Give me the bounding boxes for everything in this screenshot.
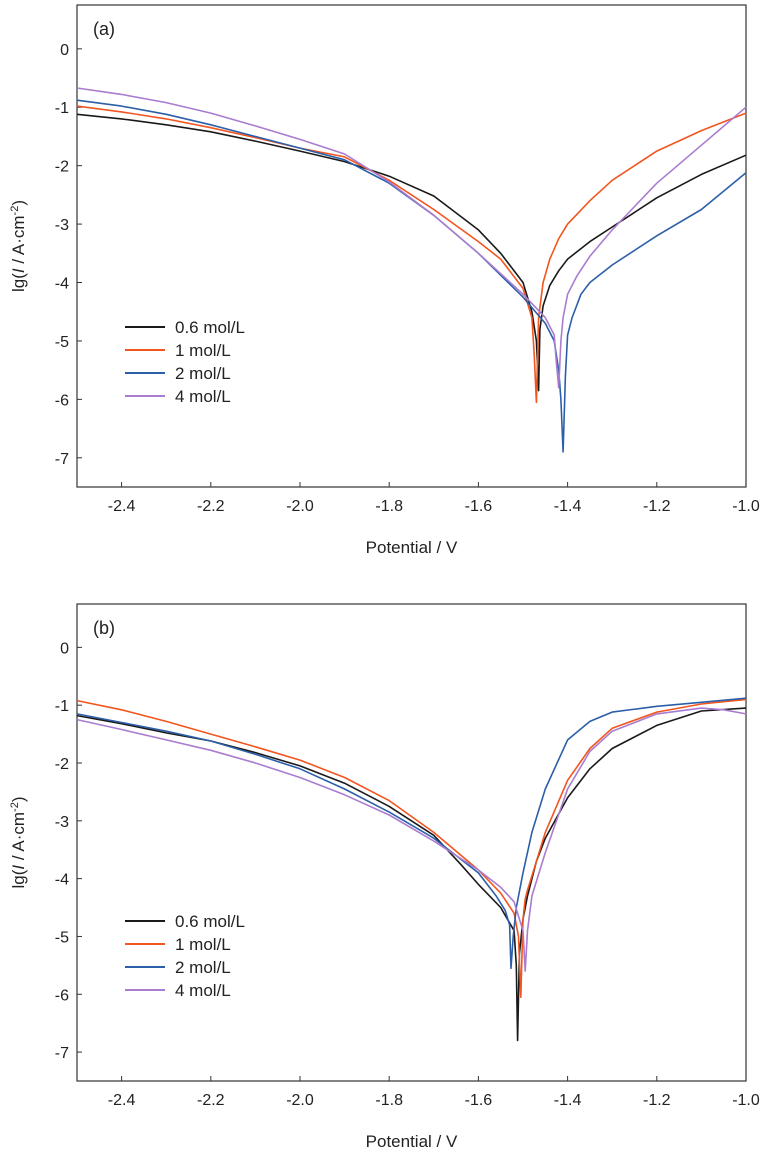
legend-label: 1 mol/L (175, 935, 231, 954)
y-axis-label-part: I (9, 865, 28, 870)
x-tick-label: -1.2 (643, 498, 671, 515)
y-tick-label: -2 (55, 159, 69, 176)
y-tick-label: -4 (55, 276, 69, 293)
x-tick-label: -2.2 (197, 1092, 225, 1109)
plot-frame (76, 4, 747, 488)
x-tick-label: -1.0 (732, 498, 760, 515)
panel-label: (b) (93, 618, 115, 638)
y-axis-label-part: ) (9, 797, 28, 803)
x-tick-label: -2.4 (108, 1092, 136, 1109)
series-line-3 (76, 697, 747, 970)
y-axis-label-part: / A·cm (9, 812, 28, 865)
y-axis-label-part: lg( (9, 273, 28, 292)
x-axis-label: Potential / V (366, 1132, 458, 1151)
y-tick-label: -5 (55, 929, 69, 946)
y-axis-label-part: I (9, 268, 28, 273)
x-tick-label: -2.4 (108, 498, 136, 515)
y-tick-label: 0 (60, 640, 69, 657)
x-tick-label: -1.6 (465, 498, 493, 515)
x-tick-label: -2.2 (197, 498, 225, 515)
panel-a: -2.4 -2.2 -2.0 -1.8 -1.6 -1.4 -1.2 -1.0 0 -1 -2 -3 -… (9, 4, 760, 557)
panel-b: -2.4 -2.2 -2.0 -1.8 -1.6 -1.4 -1.2 -1.0 0 -1 -2 -3 -… (9, 603, 760, 1151)
legend-label: 2 mol/L (175, 958, 231, 977)
x-tick-label: -1.4 (554, 1092, 582, 1109)
series-line-1 (76, 707, 747, 1042)
legend-label: 1 mol/L (175, 341, 231, 360)
series-line-1 (76, 113, 747, 392)
y-tick-label: -1 (55, 698, 69, 715)
y-axis-label-part: -2 (9, 802, 21, 812)
y-tick-label: -1 (55, 100, 69, 117)
x-tick-label: -1.8 (375, 498, 403, 515)
legend-label: 0.6 mol/L (175, 912, 245, 931)
x-tick-label: -1.2 (643, 1092, 671, 1109)
panel-label: (a) (93, 19, 115, 39)
series-line-4 (76, 87, 747, 389)
y-axis-label: lg(I / A·cm-2) (9, 200, 28, 292)
series-line-2 (76, 105, 747, 404)
x-tick-label: -1.8 (375, 1092, 403, 1109)
y-tick-label: -6 (55, 392, 69, 409)
y-axis-label-part: lg( (9, 869, 28, 888)
legend-label: 4 mol/L (175, 387, 231, 406)
x-tick-label: -2.0 (286, 498, 314, 515)
y-tick-label: -5 (55, 334, 69, 351)
y-tick-label: -2 (55, 756, 69, 773)
y-tick-label: -4 (55, 872, 69, 889)
y-tick-label: -3 (55, 217, 69, 234)
plot-frame (76, 603, 747, 1082)
x-tick-label: -2.0 (286, 1092, 314, 1109)
x-tick-label: -1.6 (465, 1092, 493, 1109)
y-tick-label: -3 (55, 814, 69, 831)
y-axis-label-part: -2 (9, 206, 21, 216)
legend-label: 2 mol/L (175, 364, 231, 383)
y-axis-label: lg(I / A·cm-2) (9, 797, 28, 889)
legend-label: 0.6 mol/L (175, 318, 245, 337)
y-tick-label: 0 (60, 42, 69, 59)
series-line-2 (76, 698, 747, 999)
y-tick-label: -6 (55, 987, 69, 1004)
legend-label: 4 mol/L (175, 981, 231, 1000)
series-line-4 (76, 707, 747, 972)
y-axis-label-part: / A·cm (9, 215, 28, 268)
y-tick-label: -7 (55, 1045, 69, 1062)
y-axis-label-part: ) (9, 200, 28, 206)
x-axis-label: Potential / V (366, 538, 458, 557)
y-tick-label: -7 (55, 451, 69, 468)
x-tick-label: -1.4 (554, 498, 582, 515)
x-tick-label: -1.0 (732, 1092, 760, 1109)
